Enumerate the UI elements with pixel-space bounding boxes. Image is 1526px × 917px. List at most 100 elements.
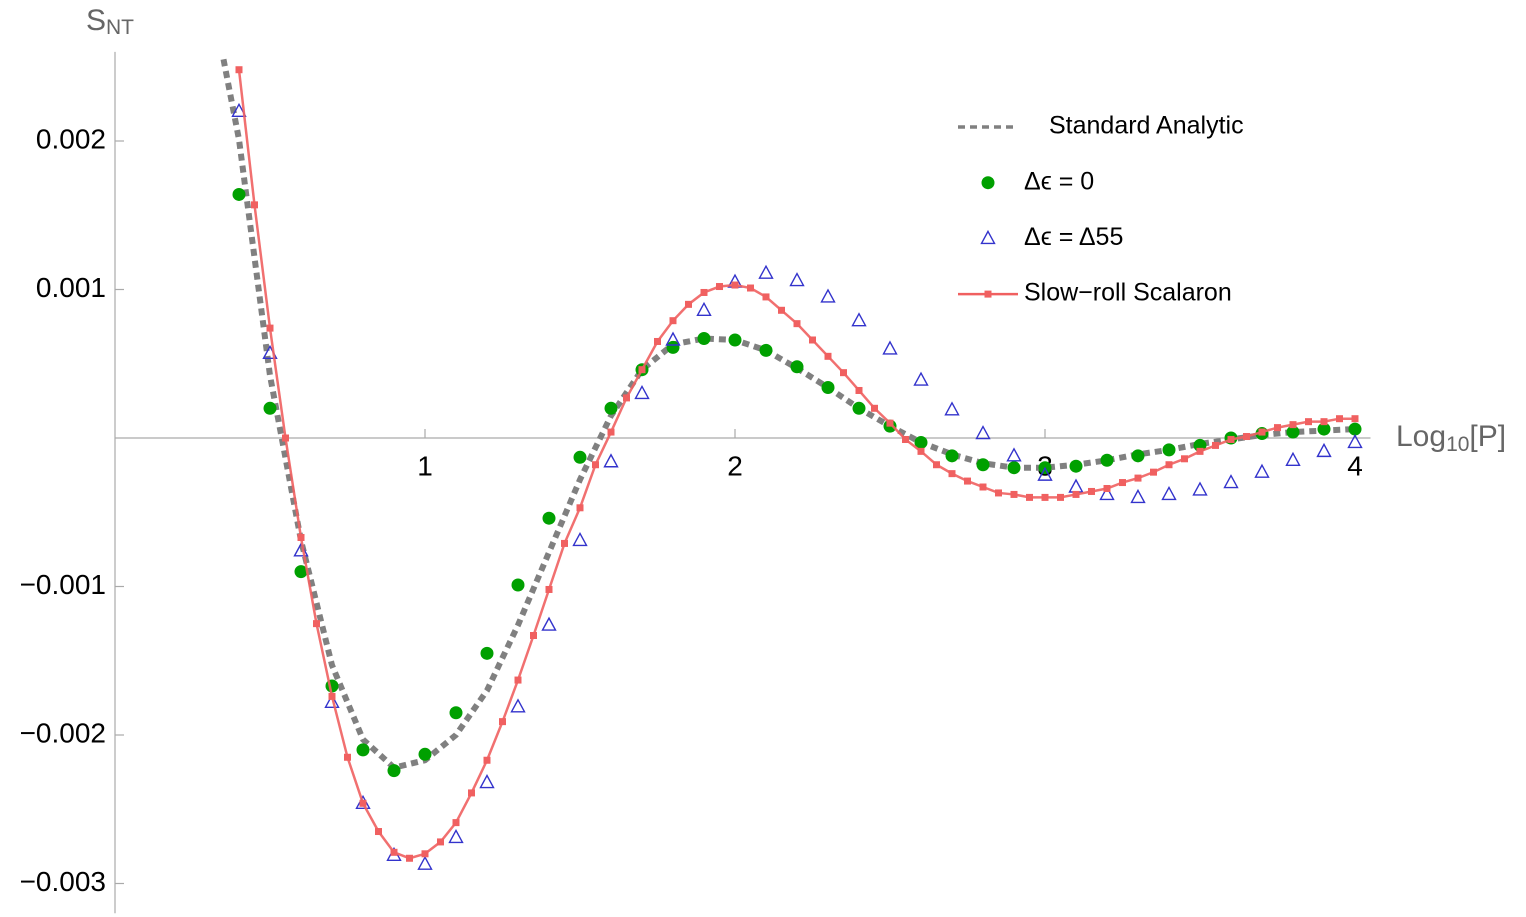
data-point [514, 676, 522, 684]
data-point [821, 381, 835, 395]
data-point [852, 401, 866, 415]
data-point [731, 281, 739, 289]
data-point [793, 320, 801, 328]
data-point [561, 539, 568, 547]
data-point [468, 789, 475, 797]
line [237, 69, 1355, 860]
data-point [1316, 442, 1332, 458]
data-point [789, 272, 805, 287]
data-point [882, 340, 898, 355]
data-point [700, 288, 708, 296]
data-point [1320, 418, 1328, 426]
data-point [697, 332, 711, 346]
legend-label: Standard Analytic [1049, 112, 1244, 140]
data-point [1088, 487, 1095, 495]
data-point [1286, 425, 1300, 439]
data-point [665, 331, 681, 346]
legend-marker [984, 290, 992, 298]
y-tick-label: −0.001 [20, 569, 106, 600]
data-point [976, 458, 990, 472]
legend-marker [980, 229, 996, 245]
data-point [1041, 493, 1049, 501]
data-point [1212, 441, 1219, 449]
data-point [623, 394, 630, 402]
data-point [685, 300, 692, 308]
data-point [266, 324, 274, 332]
data-point [1068, 478, 1084, 493]
data-point [437, 838, 444, 846]
data-point [1130, 488, 1146, 504]
data-point [251, 201, 258, 209]
data-point [809, 336, 816, 344]
y-label-sub: NT [106, 16, 134, 39]
data-point [418, 747, 432, 761]
data-point [902, 435, 909, 443]
data-point [449, 706, 463, 720]
data-point [1223, 474, 1239, 489]
data-point [759, 343, 773, 357]
data-point [716, 283, 723, 291]
data-point [1057, 493, 1064, 501]
series [235, 66, 1359, 862]
data-point [604, 401, 618, 415]
data-point [917, 447, 925, 455]
data-point [1131, 449, 1145, 463]
data-point [1192, 481, 1208, 496]
series [220, 58, 1356, 771]
data-point [263, 401, 277, 415]
data-point [696, 301, 712, 316]
data-point [324, 693, 340, 709]
data-point [1006, 447, 1022, 462]
x-label-base: Log [1396, 420, 1446, 453]
data-point [1165, 461, 1173, 469]
data-point [1134, 474, 1142, 482]
data-point [1285, 451, 1301, 466]
data-point [840, 369, 847, 377]
data-point [1348, 422, 1362, 436]
data-point [313, 620, 320, 628]
data-point [1026, 493, 1033, 501]
data-point [375, 828, 382, 836]
data-point [545, 585, 553, 593]
data-point [913, 371, 929, 386]
data-point [1258, 428, 1266, 436]
data-point [607, 428, 615, 436]
legend-marker [981, 176, 995, 190]
data-point [1289, 421, 1297, 429]
data-point [945, 449, 959, 463]
x-tick-label: 4 [1347, 450, 1363, 481]
data-point [1274, 424, 1281, 432]
data-point [480, 646, 494, 660]
y-tick-label: 0.002 [36, 123, 106, 154]
data-point [417, 855, 433, 870]
data-point [1007, 461, 1021, 475]
x-label-rest: [P] [1469, 420, 1506, 453]
data-point [747, 284, 754, 292]
data-point [479, 774, 495, 789]
data-point [511, 578, 525, 592]
data-point [1254, 463, 1270, 478]
data-point [297, 533, 305, 541]
data-point [824, 352, 832, 360]
x-label-sub: 10 [1446, 433, 1469, 456]
series [232, 187, 1362, 778]
data-point [231, 102, 247, 117]
data-point [666, 340, 680, 354]
data-point [294, 565, 308, 579]
data-point [1069, 459, 1083, 473]
data-point [510, 698, 526, 713]
data-point [944, 401, 960, 416]
data-point [235, 66, 243, 74]
data-point [1305, 418, 1312, 426]
data-point [344, 753, 351, 761]
data-point [1010, 490, 1018, 498]
data-point [359, 799, 367, 807]
data-point [1037, 466, 1053, 481]
legend-label: Δϵ = Δ55 [1024, 223, 1123, 251]
data-point [762, 293, 770, 301]
data-point [1227, 435, 1235, 443]
data-point [328, 692, 336, 700]
data-point [758, 264, 774, 279]
data-point [1243, 433, 1250, 441]
